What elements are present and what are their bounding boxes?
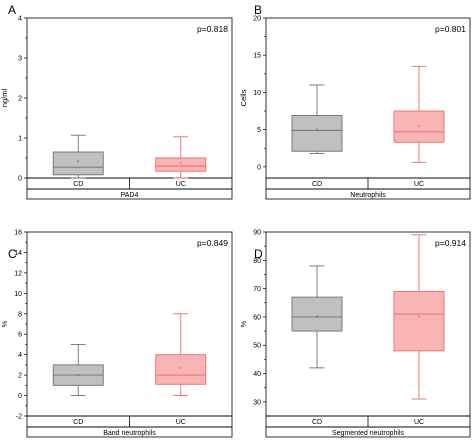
y-tick-label: 40 xyxy=(253,371,261,378)
y-tick-label: 50 xyxy=(253,343,261,350)
iqr-box xyxy=(52,151,104,176)
y-tick-label: 90 xyxy=(253,230,261,237)
y-tick-label: 20 xyxy=(253,16,261,23)
y-tick-label: 10 xyxy=(14,291,22,298)
category-label: CD xyxy=(73,419,83,426)
panel-letter: C xyxy=(8,247,17,261)
mean-marker xyxy=(315,128,319,131)
y-tick-label: -2 xyxy=(16,414,22,421)
y-tick-label: 10 xyxy=(253,90,261,97)
y-tick-label: 12 xyxy=(14,270,22,277)
panel-letter: D xyxy=(254,247,263,261)
mean-marker xyxy=(417,315,421,319)
y-tick-label: 0 xyxy=(257,164,261,171)
y-tick-label: 15 xyxy=(253,53,261,60)
y-tick-label: 1 xyxy=(18,136,22,143)
category-label: UC xyxy=(414,181,424,188)
iqr-box xyxy=(155,157,207,172)
category-label: UC xyxy=(176,419,186,426)
category-label: UC xyxy=(176,181,186,188)
iqr-box xyxy=(155,354,207,385)
y-tick-label: 16 xyxy=(14,230,22,237)
box-cd xyxy=(52,343,104,397)
iqr-box xyxy=(291,296,343,332)
p-value-annotation: p=0.914 xyxy=(435,238,466,248)
y-tick-label: 8 xyxy=(18,311,22,318)
box-uc xyxy=(155,136,207,179)
group-label: Neutrophils xyxy=(350,192,386,199)
panel-a: A 0 1 2 3 4 ng/ml p=0.818 CD UC PAD4 xyxy=(0,3,233,200)
y-tick-label: 30 xyxy=(253,399,261,406)
group-label: Band neutrophils xyxy=(103,430,156,437)
y-tick-label: 3 xyxy=(18,56,22,63)
box-cd xyxy=(291,265,343,369)
category-label: CD xyxy=(312,181,322,188)
category-label: UC xyxy=(414,419,424,426)
y-tick-label: 0 xyxy=(18,393,22,400)
group-label: Segmented neutrophils xyxy=(332,430,404,437)
plot-frame xyxy=(26,231,233,417)
mean-marker xyxy=(417,124,421,128)
y-tick-label: 2 xyxy=(18,373,22,380)
panel-b: B 0 5 10 15 20 Cells p=0.801 CD UC Neutrophils xyxy=(239,3,471,200)
iqr-box xyxy=(393,290,445,352)
plot-frame xyxy=(265,17,471,179)
panel-letter: B xyxy=(254,3,262,17)
y-tick-label: 14 xyxy=(14,250,22,257)
y-tick-label: 0 xyxy=(18,176,22,183)
panel-letter: A xyxy=(8,3,16,17)
mean-marker xyxy=(179,161,182,164)
mean-marker xyxy=(77,160,80,163)
y-axis-label: % xyxy=(0,320,9,327)
y-axis-label: Cells xyxy=(239,89,248,106)
y-axis-label: % xyxy=(239,320,248,327)
p-value-annotation: p=0.801 xyxy=(435,24,466,34)
p-value-annotation: p=0.849 xyxy=(197,238,228,248)
mean-marker xyxy=(77,373,80,377)
box-uc xyxy=(393,234,445,400)
y-tick-label: 2 xyxy=(18,96,22,103)
y-tick-label: 5 xyxy=(257,127,261,134)
panel-c: C -2 0 2 4 6 8 10 12 14 16% p=0.849 CD UC Band neutrop… xyxy=(0,230,233,438)
group-label: PAD4 xyxy=(121,192,139,199)
y-tick-label: 4 xyxy=(18,352,22,359)
y-tick-label: 6 xyxy=(18,332,22,339)
box-uc xyxy=(155,313,207,397)
y-axis-label: ng/ml xyxy=(0,88,9,107)
mean-marker xyxy=(315,315,319,319)
y-tick-label: 4 xyxy=(18,16,22,23)
panel-d: D 30 40 50 60 70 80 90% p=0.914 CD UC Segmented neu… xyxy=(239,230,471,438)
mean-marker xyxy=(179,366,182,370)
box-uc xyxy=(393,65,445,163)
category-label: CD xyxy=(73,181,83,188)
y-tick-label: 60 xyxy=(253,314,261,321)
box-cd xyxy=(52,134,104,179)
category-label: CD xyxy=(312,419,322,426)
iqr-box xyxy=(291,115,343,152)
box-cd xyxy=(291,84,343,154)
y-tick-label: 70 xyxy=(253,286,261,293)
p-value-annotation: p=0.818 xyxy=(197,24,228,34)
y-tick-label: 80 xyxy=(253,258,261,265)
